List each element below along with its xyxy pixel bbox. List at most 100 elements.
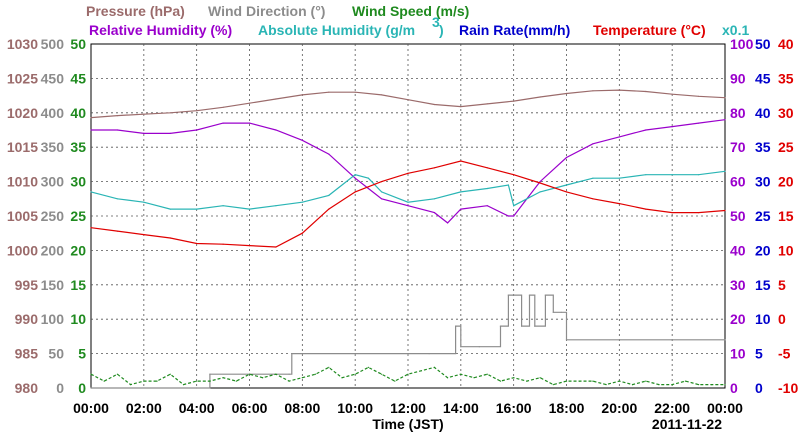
data-point-2	[513, 205, 515, 207]
legend-absolute-humidity: Absolute Humidity (g/m	[258, 22, 415, 38]
data-point-5	[275, 373, 277, 375]
y-tick-label-pressure: 1005	[7, 208, 38, 224]
y-tick-label-humidity: 90	[730, 70, 746, 86]
data-point-2	[222, 205, 224, 207]
data-point-4	[528, 294, 531, 296]
y-tick-label-humidity: 70	[730, 139, 746, 155]
data-point-5	[235, 380, 237, 382]
x-tick-label: 22:00	[654, 400, 690, 416]
y-tick-label-wind-dir: 350	[41, 139, 65, 155]
data-point-4	[560, 311, 562, 313]
data-point-5	[209, 380, 211, 382]
data-point-0	[671, 93, 673, 95]
y-tick-label-wind-speed: 45	[70, 70, 86, 86]
data-point-1	[116, 129, 118, 131]
y-tick-label-wind-dir: 300	[41, 174, 65, 190]
data-point-2	[592, 177, 594, 179]
data-point-0	[90, 117, 92, 119]
y-tick-label-wind-speed: 35	[70, 139, 86, 155]
y-tick-label-wind-speed: 15	[70, 277, 86, 293]
y-tick-label-wind-speed: 50	[70, 36, 86, 52]
legend-absolute-humidity-scale: x0.1	[722, 22, 749, 38]
data-point-1	[618, 136, 620, 138]
data-point-5	[143, 380, 145, 382]
data-point-0	[592, 90, 594, 92]
data-point-5	[381, 373, 383, 375]
x-tick-label: 16:00	[496, 400, 532, 416]
data-point-4	[507, 294, 509, 296]
data-point-3	[143, 234, 145, 236]
data-point-3	[539, 182, 541, 184]
y-tick-label-pressure: 980	[15, 380, 39, 396]
y-tick-label-wind-dir: 250	[41, 208, 65, 224]
data-point-1	[301, 139, 303, 141]
y-tick-label-pressure: 1015	[7, 139, 38, 155]
data-point-5	[618, 380, 620, 382]
data-point-5	[513, 377, 515, 379]
y-tick-label-temperature: 30	[778, 105, 794, 121]
data-point-3	[196, 242, 198, 245]
data-point-2	[328, 194, 330, 196]
data-point-5	[526, 380, 528, 382]
data-point-3	[486, 167, 488, 169]
data-point-0	[433, 103, 435, 106]
data-point-4	[478, 346, 480, 348]
data-point-0	[407, 99, 409, 101]
y-tick-label-rain: 20	[755, 242, 771, 258]
data-point-2	[143, 201, 145, 203]
data-point-0	[381, 94, 383, 96]
y-tick-label-pressure: 995	[15, 277, 39, 293]
data-point-5	[341, 377, 343, 379]
y-tick-label-rain: 35	[755, 139, 771, 155]
data-point-2	[248, 208, 251, 210]
x-tick-label: 04:00	[179, 400, 215, 416]
y-tick-label-pressure: 985	[15, 346, 39, 362]
data-point-2	[724, 170, 726, 172]
data-point-5	[130, 384, 132, 386]
data-point-3	[513, 174, 515, 176]
data-point-3	[275, 246, 277, 248]
y-tick-label-pressure: 1030	[7, 36, 38, 52]
data-point-5	[248, 373, 251, 375]
data-point-4	[552, 311, 554, 313]
data-point-2	[507, 184, 509, 186]
data-point-5	[671, 384, 673, 386]
data-point-2	[671, 174, 673, 176]
data-point-3	[618, 203, 620, 205]
x-tick-label: 00:00	[73, 400, 109, 416]
data-point-5	[552, 384, 554, 386]
y-tick-label-humidity: 0	[730, 380, 738, 396]
data-point-2	[354, 174, 356, 176]
data-point-3	[116, 230, 118, 232]
data-point-5	[182, 384, 185, 386]
data-point-3	[301, 232, 303, 234]
x-tick-label: 12:00	[390, 400, 426, 416]
data-point-5	[222, 377, 224, 379]
data-point-5	[447, 377, 449, 379]
y-tick-label-wind-dir: 50	[48, 346, 64, 362]
data-point-0	[275, 98, 277, 100]
y-tick-label-humidity: 40	[730, 242, 746, 258]
legend-wind-direction: Wind Direction (°)	[208, 3, 325, 19]
x-tick-label: 00:00	[707, 400, 743, 416]
data-point-0	[222, 106, 224, 108]
data-point-1	[222, 122, 224, 124]
y-tick-label-humidity: 100	[730, 36, 754, 52]
data-point-0	[645, 90, 647, 93]
x-tick-label: 14:00	[443, 400, 479, 416]
data-point-5	[433, 366, 435, 368]
data-point-3	[90, 227, 92, 229]
data-point-1	[645, 129, 647, 131]
data-point-2	[301, 201, 303, 203]
y-tick-label-rain: 0	[755, 380, 763, 396]
x-tick-label: 08:00	[284, 400, 320, 416]
legend-rain-rate: Rain Rate(mm/h)	[459, 22, 570, 38]
data-point-2	[169, 208, 171, 210]
y-tick-label-humidity: 60	[730, 174, 746, 190]
data-point-2	[645, 174, 647, 176]
data-point-2	[526, 198, 528, 200]
data-point-4	[565, 339, 568, 341]
data-point-4	[196, 387, 198, 389]
data-point-4	[455, 325, 457, 327]
data-point-3	[381, 181, 383, 183]
